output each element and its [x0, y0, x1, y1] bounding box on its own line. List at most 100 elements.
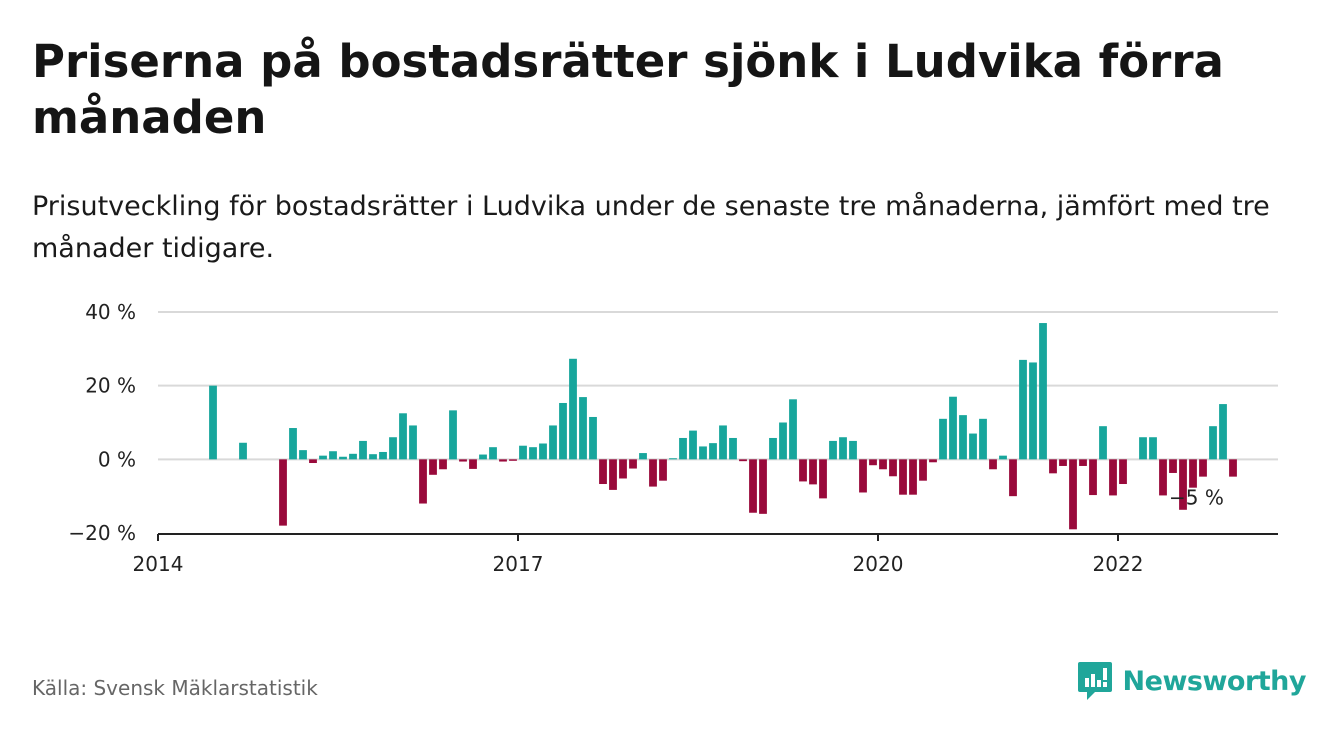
bar — [609, 459, 617, 490]
bar — [939, 418, 947, 460]
brand-logo[interactable]: Newsworthy — [1077, 660, 1307, 702]
bar — [969, 433, 977, 460]
bar — [719, 425, 727, 460]
chart-title: Priserna på bostadsrätter sjönk i Ludvik… — [32, 35, 1224, 144]
bar — [439, 459, 447, 470]
bar — [1219, 404, 1227, 460]
y-tick-label: 0 % — [98, 447, 136, 471]
y-axis-tick-labels: −20 % 0 % 20 % 40 % — [68, 300, 136, 545]
bar — [779, 422, 787, 460]
bar — [1079, 459, 1087, 466]
bar — [379, 451, 387, 460]
bar — [589, 416, 597, 460]
bar — [1189, 459, 1197, 488]
bar — [1009, 459, 1017, 497]
bar — [1209, 426, 1217, 460]
x-tick-label: 2022 — [1093, 552, 1144, 576]
bar — [1059, 459, 1067, 466]
bar — [459, 459, 467, 462]
bar — [1039, 323, 1047, 460]
bar — [839, 437, 847, 460]
bar — [599, 459, 607, 485]
bar — [1089, 459, 1097, 496]
bar — [469, 459, 477, 469]
bar — [1069, 459, 1077, 530]
bar — [369, 454, 377, 460]
bar — [389, 437, 397, 460]
bar — [999, 455, 1007, 460]
bar — [709, 443, 717, 460]
x-tick-label: 2014 — [133, 552, 184, 576]
bar — [1149, 437, 1157, 460]
bar — [479, 454, 487, 460]
bar — [1179, 459, 1187, 510]
x-axis: 2014 2017 2020 2022 — [133, 533, 1278, 576]
x-tick-label: 2017 — [493, 552, 544, 576]
bar — [789, 399, 797, 460]
bar — [649, 459, 657, 487]
y-tick-label: 40 % — [85, 300, 136, 324]
bar — [1019, 359, 1027, 460]
bar — [1169, 459, 1177, 473]
bar — [1029, 362, 1037, 460]
brand-name: Newsworthy — [1122, 665, 1307, 697]
bar — [1049, 459, 1057, 474]
annotations: −5 % — [1169, 485, 1224, 509]
bar — [869, 459, 877, 466]
bar — [359, 440, 367, 460]
bar — [899, 459, 907, 495]
bar — [669, 458, 677, 460]
chart-subtitle: Prisutveckling för bostadsrätter i Ludvi… — [32, 191, 1270, 264]
bar — [1119, 459, 1127, 485]
bar — [339, 456, 347, 460]
bar — [489, 447, 497, 460]
bar — [739, 459, 747, 462]
bar — [449, 410, 457, 460]
bar — [299, 450, 307, 460]
bar — [289, 428, 297, 460]
bar — [949, 396, 957, 460]
bar — [239, 442, 247, 460]
bar — [889, 459, 897, 477]
bar — [699, 446, 707, 460]
bar — [499, 459, 507, 462]
bar — [399, 413, 407, 460]
bar — [859, 459, 867, 493]
bar — [679, 437, 687, 460]
bar — [919, 459, 927, 481]
bar — [879, 459, 887, 470]
gridlines — [158, 311, 1278, 461]
bar — [529, 447, 537, 460]
bar — [909, 459, 917, 495]
bar — [279, 459, 287, 526]
x-tick-label: 2020 — [853, 552, 904, 576]
bar — [929, 459, 937, 463]
bars — [209, 323, 1237, 530]
bar — [849, 440, 857, 460]
bar — [329, 451, 337, 460]
bar — [1229, 459, 1237, 477]
bar — [729, 437, 737, 460]
bar — [809, 459, 817, 485]
bar — [769, 437, 777, 460]
y-tick-label: 20 % — [85, 374, 136, 398]
bar — [509, 459, 517, 461]
bar — [659, 459, 667, 481]
bar — [759, 459, 767, 514]
bar-chart-speech-bubble-icon — [1077, 662, 1112, 700]
bar — [419, 459, 427, 504]
bar — [1099, 426, 1107, 460]
bar — [579, 397, 587, 460]
bar — [1139, 437, 1147, 460]
bar — [959, 415, 967, 460]
bar — [519, 445, 527, 460]
bar — [619, 459, 627, 479]
bar — [1159, 459, 1167, 496]
bar — [569, 358, 577, 460]
bar — [989, 459, 997, 470]
bar — [549, 425, 557, 460]
bar — [1109, 459, 1117, 496]
bar — [799, 459, 807, 482]
source-note: Källa: Svensk Mäklarstatistik — [32, 676, 318, 700]
bar — [349, 453, 357, 460]
